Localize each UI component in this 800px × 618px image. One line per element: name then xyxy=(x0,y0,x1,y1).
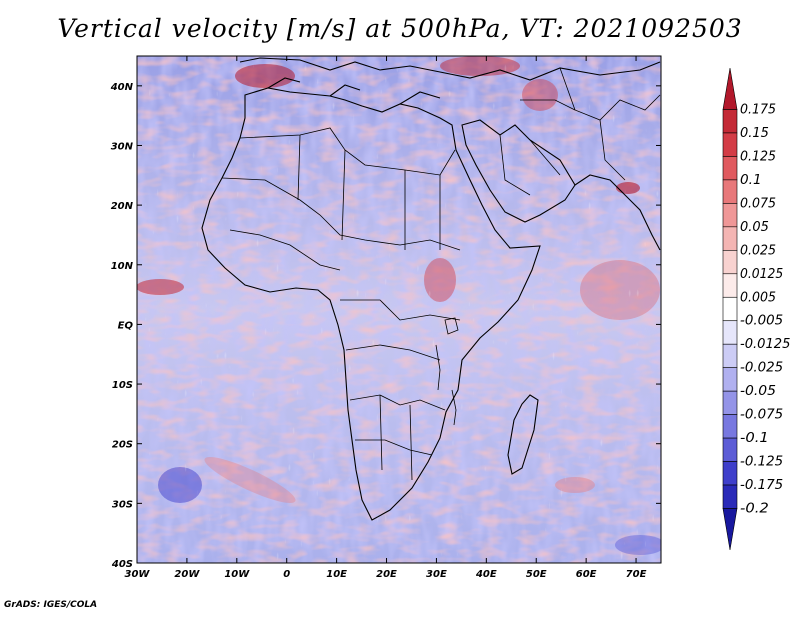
colorbar-swatch xyxy=(722,109,738,134)
colorbar-label: 0.1 xyxy=(740,173,762,188)
colorbar-swatch xyxy=(722,273,738,298)
lon-tick-label: 40E xyxy=(475,569,497,580)
colorbar-swatch xyxy=(722,343,738,368)
lat-tick-label: 40S xyxy=(111,559,133,570)
axis-labels: 30W 20W 10W 0 10E 20E 30E 40E 50E 60E 70E 40N 30N 20N… xyxy=(110,82,647,580)
chart-title: Vertical velocity [m/s] at 500hPa, VT: 2… xyxy=(57,14,743,43)
border-line xyxy=(229,229,341,271)
colorbar-labels: 0.175 0.15 0.125 0.1 0.075 0.05 0.025 0.0125 0.0… xyxy=(740,102,790,516)
colorbar-label: 0.175 xyxy=(740,102,776,117)
lon-tick-label: 50E xyxy=(526,569,547,580)
lon-tick-label: 0 xyxy=(283,569,290,580)
lat-tick-label: 30S xyxy=(112,499,133,510)
country-borders xyxy=(221,67,661,481)
lake-victoria xyxy=(444,317,459,335)
colorbar-label: 0.05 xyxy=(740,220,769,235)
colorbar-swatch xyxy=(722,156,738,181)
colorbar-swatch xyxy=(722,414,738,439)
coastlines xyxy=(201,57,661,521)
colorbar-label: 0.005 xyxy=(740,290,776,305)
vertical-velocity-field xyxy=(137,56,661,563)
colorbar-label: -0.125 xyxy=(740,455,783,470)
border-line xyxy=(559,67,661,121)
border-line xyxy=(221,177,461,251)
colorbar-label: -0.005 xyxy=(740,314,783,329)
lat-tick-label: 40N xyxy=(110,82,134,93)
colorbar-swatch xyxy=(722,296,738,322)
colorbar-swatch xyxy=(722,203,738,228)
lake-malawi xyxy=(451,389,457,426)
lon-tick-label: 30W xyxy=(125,569,151,580)
lat-tick-label: 10S xyxy=(112,380,133,391)
border-line xyxy=(297,134,441,250)
madagascar-coastline xyxy=(507,394,539,475)
lon-tick-label: 10W xyxy=(224,569,250,580)
colorbar-swatch xyxy=(722,226,738,251)
colorbar-swatch xyxy=(722,508,738,551)
asia-coastline xyxy=(574,174,661,251)
colorbar-swatch xyxy=(722,250,738,275)
lon-tick-label: 70E xyxy=(626,569,647,580)
colorbar-swatch xyxy=(722,67,738,110)
colorbar-swatch xyxy=(722,367,738,392)
colorbar-swatch xyxy=(722,132,738,157)
lat-tick-label: 20S xyxy=(112,440,133,451)
border-line xyxy=(355,439,433,456)
border-line xyxy=(520,99,626,181)
grads-credit: GrADS: IGES/COLA xyxy=(4,600,98,610)
colorbar-label: 0.15 xyxy=(740,126,769,141)
colorbar-label: 0.025 xyxy=(740,243,776,258)
border-line xyxy=(499,134,561,196)
colorbar-label: 0.125 xyxy=(740,149,776,164)
lon-tick-label: 20E xyxy=(376,569,397,580)
lat-tick-label: 20N xyxy=(111,201,134,212)
colorbar-swatch xyxy=(722,437,738,462)
colorbar-label: -0.075 xyxy=(740,408,783,423)
colorbar-swatch xyxy=(722,390,738,415)
lat-tick-label: EQ xyxy=(118,320,134,331)
colorbar-label: -0.175 xyxy=(740,478,783,493)
colorbar-swatch xyxy=(722,179,738,204)
border-line xyxy=(349,394,446,411)
border-line xyxy=(239,127,456,176)
colorbar-label: -0.05 xyxy=(740,384,776,399)
colorbar-swatch xyxy=(722,320,738,345)
africa-coastline xyxy=(201,87,541,521)
border-line xyxy=(379,394,413,481)
lake-tanganyika xyxy=(435,344,441,391)
colorbar xyxy=(722,67,738,551)
colorbar-label: 0.0125 xyxy=(740,267,783,282)
colorbar-label: -0.0125 xyxy=(740,337,790,352)
colorbar-label: -0.025 xyxy=(740,361,783,376)
colorbar-label: -0.2 xyxy=(740,502,769,517)
lon-tick-label: 10E xyxy=(326,569,347,580)
colorbar-label: -0.1 xyxy=(740,431,769,446)
europe-coastline xyxy=(239,57,661,81)
lat-tick-label: 10N xyxy=(111,261,134,272)
plot-frame xyxy=(136,55,662,564)
lon-tick-label: 60E xyxy=(576,569,597,580)
colorbar-label: 0.075 xyxy=(740,196,776,211)
mediterranean-coast xyxy=(267,77,441,105)
axis-ticks xyxy=(136,56,661,564)
lat-tick-label: 30N xyxy=(111,141,134,152)
colorbar-swatch xyxy=(722,461,738,486)
lon-tick-label: 20W xyxy=(174,569,200,580)
arabia-coastline xyxy=(461,119,576,223)
field-fine-streaks xyxy=(137,56,661,563)
lon-tick-label: 30E xyxy=(426,569,447,580)
colorbar-swatch xyxy=(722,484,738,509)
border-line xyxy=(345,344,441,361)
border-line xyxy=(340,299,461,321)
